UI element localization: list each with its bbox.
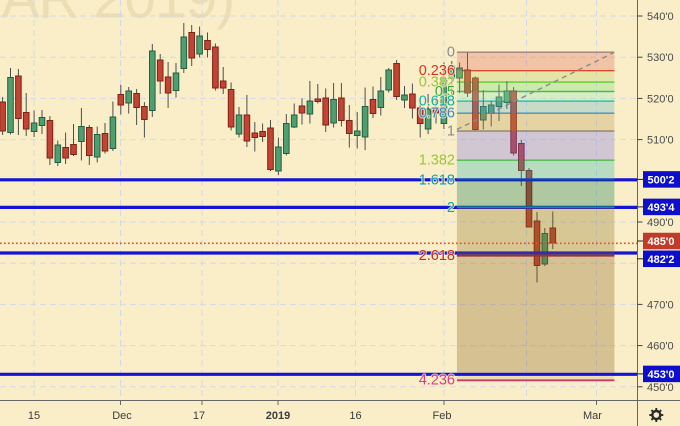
svg-text:490'0: 490'0 bbox=[647, 217, 674, 229]
svg-text:1: 1 bbox=[447, 124, 455, 140]
svg-text:520'0: 520'0 bbox=[647, 93, 674, 105]
svg-text:16: 16 bbox=[349, 410, 361, 422]
svg-text:0.382: 0.382 bbox=[419, 75, 455, 91]
svg-text:MAR 2019): MAR 2019) bbox=[0, 0, 234, 31]
svg-text:Feb: Feb bbox=[433, 410, 452, 422]
svg-text:450'0: 450'0 bbox=[647, 382, 674, 394]
svg-text:530'0: 530'0 bbox=[647, 52, 674, 64]
svg-text:15: 15 bbox=[28, 410, 40, 422]
svg-text:453'0: 453'0 bbox=[647, 369, 674, 381]
svg-text:Dec: Dec bbox=[112, 410, 132, 422]
svg-text:540'0: 540'0 bbox=[647, 11, 674, 23]
svg-text:1.618: 1.618 bbox=[419, 172, 455, 188]
svg-text:482'2: 482'2 bbox=[647, 254, 674, 266]
svg-text:510'0: 510'0 bbox=[647, 135, 674, 147]
svg-text:470'0: 470'0 bbox=[647, 299, 674, 311]
svg-text:0.236: 0.236 bbox=[419, 63, 455, 79]
svg-text:2019: 2019 bbox=[266, 410, 290, 422]
svg-text:0.786: 0.786 bbox=[419, 106, 455, 122]
svg-text:0.5: 0.5 bbox=[435, 84, 455, 100]
svg-text:460'0: 460'0 bbox=[647, 341, 674, 353]
svg-text:Mar: Mar bbox=[583, 410, 602, 422]
svg-text:500'2: 500'2 bbox=[647, 174, 674, 186]
svg-text:0.618: 0.618 bbox=[419, 94, 455, 110]
svg-text:2: 2 bbox=[447, 200, 455, 216]
svg-text:493'4: 493'4 bbox=[647, 202, 675, 214]
svg-text:1.382: 1.382 bbox=[419, 153, 455, 169]
svg-text:2.618: 2.618 bbox=[419, 248, 455, 264]
svg-text:17: 17 bbox=[193, 410, 205, 422]
svg-text:0: 0 bbox=[447, 45, 455, 61]
svg-text:4.236: 4.236 bbox=[419, 373, 455, 389]
svg-text:485'0: 485'0 bbox=[647, 236, 674, 248]
